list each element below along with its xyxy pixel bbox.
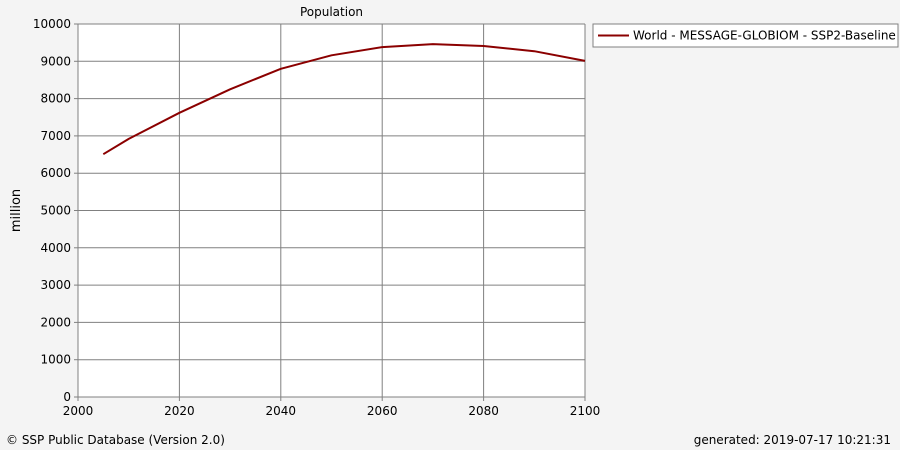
y-tick-label: 0	[63, 390, 71, 404]
chart-title: Population	[300, 5, 363, 19]
series-line	[102, 43, 586, 156]
x-tick-label: 2080	[468, 404, 499, 418]
x-tick-label: 2040	[266, 404, 297, 418]
x-tick-label: 2020	[164, 404, 195, 418]
generated-timestamp: generated: 2019-07-17 10:21:31	[693, 433, 891, 447]
y-tick-label: 7000	[40, 129, 71, 143]
copyright-text: © SSP Public Database (Version 2.0)	[6, 433, 225, 447]
y-tick-label: 1000	[40, 353, 71, 367]
x-tick-label: 2100	[570, 404, 601, 418]
legend-label: World - MESSAGE-GLOBIOM - SSP2-Baseline	[633, 29, 896, 43]
y-axis-label: million	[9, 189, 24, 232]
y-tick-label: 6000	[40, 166, 71, 180]
y-tick-label: 10000	[33, 17, 71, 31]
x-tick-label: 2060	[367, 404, 398, 418]
y-tick-label: 9000	[40, 54, 71, 68]
y-tick-label: 5000	[40, 204, 71, 218]
y-tick-label: 4000	[40, 241, 71, 255]
x-tick-label: 2000	[63, 404, 94, 418]
y-tick-label: 3000	[40, 278, 71, 292]
legend-box	[592, 23, 899, 48]
y-tick-label: 8000	[40, 92, 71, 106]
y-tick-label: 2000	[40, 315, 71, 329]
